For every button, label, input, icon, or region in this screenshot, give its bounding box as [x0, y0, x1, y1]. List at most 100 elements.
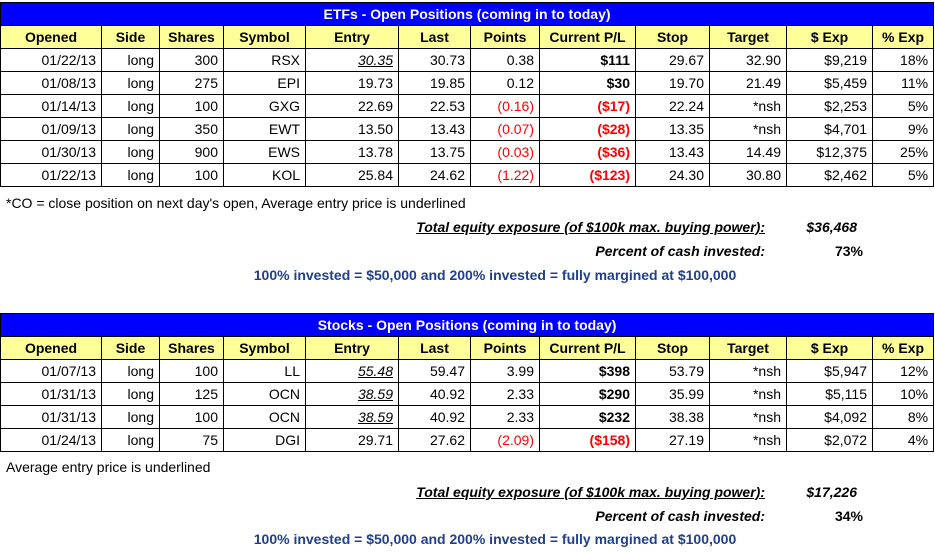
cell-target: *nsh — [709, 117, 787, 141]
cell-dollar-exposure: $9,219 — [786, 48, 873, 72]
cell-current-pl: ($158) — [539, 428, 636, 452]
cell-shares: 75 — [159, 428, 224, 452]
cell-entry: 13.78 — [305, 140, 399, 164]
cell-shares: 100 — [159, 163, 224, 187]
cell-dollar-exposure: $2,462 — [786, 163, 873, 187]
cell-dollar-exposure: $5,947 — [786, 359, 873, 383]
column-header-side: Side — [101, 336, 160, 360]
cell-points: (1.22) — [470, 163, 540, 187]
cell-stop: 35.99 — [635, 382, 710, 406]
table-row: 01/22/13 long 300 RSX 30.35 30.73 0.38 $111 29.6… — [0, 48, 935, 72]
cell-current-pl: ($36) — [539, 140, 636, 164]
cell-opened: 01/07/13 — [0, 359, 102, 383]
cell-points: (0.03) — [470, 140, 540, 164]
cell-opened: 01/24/13 — [0, 428, 102, 452]
column-header-current-pl: Current P/L — [539, 336, 636, 360]
cell-opened: 01/14/13 — [0, 94, 102, 118]
stocks-percent-label: Percent of cash invested: — [595, 508, 765, 524]
etf-invest-note: 100% invested = $50,000 and 200% investe… — [253, 267, 737, 283]
cell-percent-exposure: 5% — [871, 163, 935, 187]
cell-current-pl: $232 — [539, 405, 636, 429]
cell-entry: 22.69 — [305, 94, 399, 118]
cell-last: 40.92 — [398, 405, 471, 429]
cell-side: long — [101, 163, 160, 187]
stocks-total-value: $17,226 — [806, 484, 857, 500]
cell-stop: 38.38 — [635, 405, 710, 429]
cell-entry: 13.50 — [305, 117, 399, 141]
cell-stop: 29.67 — [635, 48, 710, 72]
cell-symbol: EPI — [223, 71, 306, 95]
cell-current-pl: $111 — [539, 48, 636, 72]
cell-opened: 01/31/13 — [0, 405, 102, 429]
cell-points: 2.33 — [470, 382, 540, 406]
table-row: 01/07/13 long 100 LL 55.48 59.47 3.99 $398 53.79… — [0, 359, 935, 383]
table-row: 01/09/13 long 350 EWT 13.50 13.43 (0.07) ($28) 1… — [0, 117, 935, 141]
cell-shares: 350 — [159, 117, 224, 141]
cell-current-pl: $398 — [539, 359, 636, 383]
cell-side: long — [101, 71, 160, 95]
cell-shares: 275 — [159, 71, 224, 95]
etf-note: *CO = close position on next day's open,… — [6, 195, 466, 211]
cell-opened: 01/22/13 — [0, 48, 102, 72]
cell-target: *nsh — [709, 428, 787, 452]
column-header-target: Target — [709, 25, 787, 49]
column-header-target: Target — [709, 336, 787, 360]
cell-last: 40.92 — [398, 382, 471, 406]
cell-percent-exposure: 12% — [871, 359, 935, 383]
cell-opened: 01/31/13 — [0, 382, 102, 406]
stocks-total-label: Total equity exposure (of $100k max. buy… — [416, 484, 765, 500]
cell-entry: 30.35 — [305, 48, 399, 72]
column-header-entry: Entry — [305, 25, 399, 49]
etf-table-body: 01/22/13 long 300 RSX 30.35 30.73 0.38 $111 29.6… — [0, 48, 935, 187]
cell-percent-exposure: 8% — [871, 405, 935, 429]
cell-entry: 38.59 — [305, 405, 399, 429]
etf-percent-value: 73% — [834, 243, 863, 259]
cell-symbol: OCN — [223, 382, 306, 406]
cell-points: 0.38 — [470, 48, 540, 72]
stocks-table-title: Stocks - Open Positions (coming in to to… — [0, 313, 935, 337]
cell-shares: 100 — [159, 359, 224, 383]
cell-target: *nsh — [709, 382, 787, 406]
stocks-note: Average entry price is underlined — [6, 459, 211, 475]
underlined-entry: 38.59 — [357, 386, 393, 402]
cell-last: 30.73 — [398, 48, 471, 72]
cell-stop: 27.19 — [635, 428, 710, 452]
column-header-shares: Shares — [159, 336, 224, 360]
cell-target: 14.49 — [709, 140, 787, 164]
cell-entry: 38.59 — [305, 382, 399, 406]
column-header-current-pl: Current P/L — [539, 25, 636, 49]
cell-target: *nsh — [709, 405, 787, 429]
cell-last: 13.43 — [398, 117, 471, 141]
cell-symbol: EWS — [223, 140, 306, 164]
cell-target: 21.49 — [709, 71, 787, 95]
cell-symbol: LL — [223, 359, 306, 383]
cell-points: 3.99 — [470, 359, 540, 383]
cell-entry: 29.71 — [305, 428, 399, 452]
cell-entry: 55.48 — [305, 359, 399, 383]
cell-symbol: EWT — [223, 117, 306, 141]
underlined-entry: 38.59 — [357, 409, 393, 425]
cell-side: long — [101, 382, 160, 406]
cell-current-pl: ($28) — [539, 117, 636, 141]
cell-symbol: KOL — [223, 163, 306, 187]
cell-last: 22.53 — [398, 94, 471, 118]
column-header-opened: Opened — [0, 336, 102, 360]
cell-symbol: GXG — [223, 94, 306, 118]
cell-side: long — [101, 359, 160, 383]
stocks-section: Stocks - Open Positions (coming in to to… — [0, 313, 935, 452]
cell-dollar-exposure: $5,115 — [786, 382, 873, 406]
cell-side: long — [101, 94, 160, 118]
cell-opened: 01/30/13 — [0, 140, 102, 164]
cell-dollar-exposure: $5,459 — [786, 71, 873, 95]
column-header-last: Last — [398, 25, 471, 49]
cell-side: long — [101, 48, 160, 72]
etf-total-label: Total equity exposure (of $100k max. buy… — [416, 219, 765, 235]
cell-stop: 24.30 — [635, 163, 710, 187]
table-row: 01/30/13 long 900 EWS 13.78 13.75 (0.03) ($36) 1… — [0, 140, 935, 164]
column-header-stop: Stop — [635, 336, 710, 360]
cell-percent-exposure: 10% — [871, 382, 935, 406]
column-header-entry: Entry — [305, 336, 399, 360]
cell-percent-exposure: 9% — [871, 117, 935, 141]
column-header-stop: Stop — [635, 25, 710, 49]
stocks-table: Stocks - Open Positions (coming in to to… — [0, 313, 935, 452]
